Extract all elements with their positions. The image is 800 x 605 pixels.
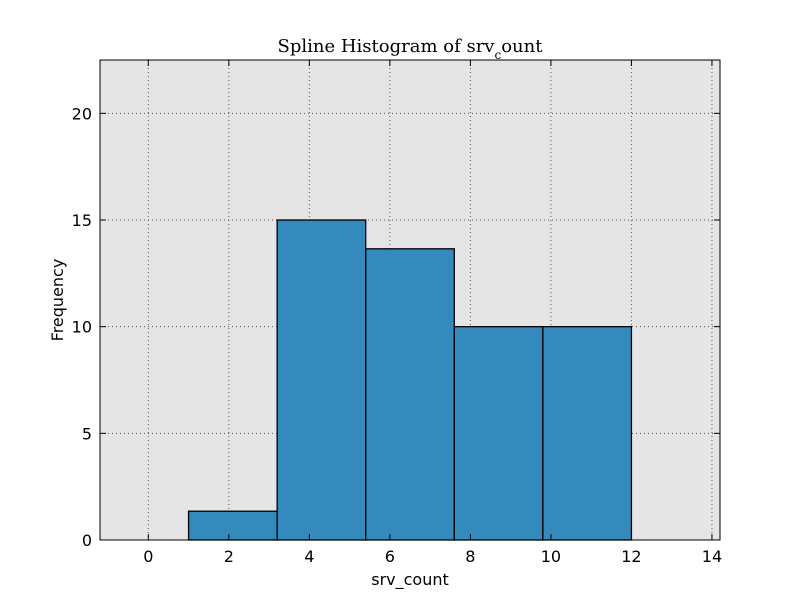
x-tick-label: 6 xyxy=(385,547,395,566)
chart-title-subscript: c xyxy=(494,48,501,62)
y-tick-label: 15 xyxy=(72,211,92,230)
chart-title: Spline Histogram of srvcount xyxy=(278,36,544,62)
x-tick-label: 8 xyxy=(465,547,475,566)
y-tick-label: 5 xyxy=(82,424,92,443)
x-tick-label: 14 xyxy=(702,547,722,566)
x-tick-label: 10 xyxy=(541,547,561,566)
histogram-bar xyxy=(276,219,367,541)
x-axis-label: srv_count xyxy=(371,570,449,590)
y-axis-label: Frequency xyxy=(48,259,67,342)
histogram-bar xyxy=(187,510,278,541)
y-tick-label: 0 xyxy=(82,531,92,550)
axis-ticks: 0 2 4 6 8 10 12 14 0 5 10 15 20 xyxy=(72,60,722,566)
bars xyxy=(187,219,633,541)
chart-title-suffix: ount xyxy=(501,36,543,57)
histogram-bar xyxy=(365,248,455,541)
y-tick-label: 20 xyxy=(72,104,92,123)
y-tick-label: 10 xyxy=(72,318,92,337)
histogram-bar xyxy=(542,326,633,541)
plot-frame xyxy=(99,59,721,541)
x-tick-label: 4 xyxy=(304,547,314,566)
histogram-bar xyxy=(453,326,544,541)
chart-title-main: Spline Histogram of srv xyxy=(278,36,496,57)
x-tick-label: 0 xyxy=(143,547,153,566)
x-tick-label: 2 xyxy=(224,547,234,566)
x-tick-label: 12 xyxy=(621,547,641,566)
